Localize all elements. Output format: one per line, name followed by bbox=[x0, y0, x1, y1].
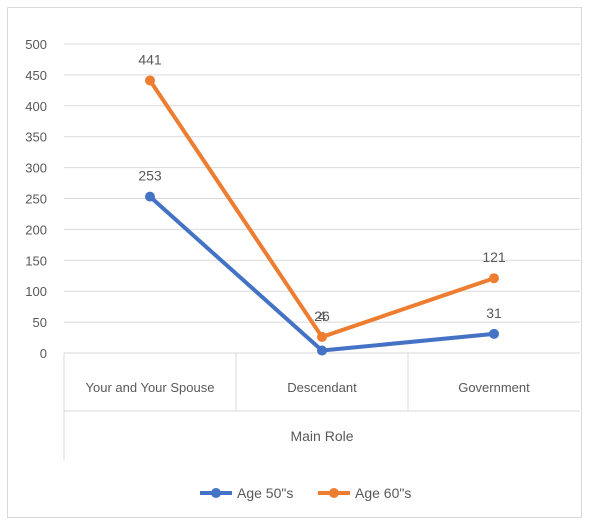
legend-marker bbox=[329, 488, 339, 498]
data-label: 121 bbox=[482, 249, 506, 265]
data-point bbox=[317, 345, 327, 356]
data-label: 31 bbox=[486, 305, 502, 321]
data-label: 4 bbox=[318, 308, 326, 324]
y-tick-label: 150 bbox=[25, 253, 47, 268]
legend-label: Age 50"s bbox=[237, 485, 293, 501]
data-labels: 253 4 31 441 26 121 bbox=[138, 51, 506, 324]
data-point bbox=[317, 331, 327, 342]
y-tick-label: 100 bbox=[25, 284, 47, 299]
y-tick-label: 500 bbox=[25, 37, 47, 52]
x-axis-category-table: Your and Your Spouse Descendant Government bbox=[63, 352, 580, 460]
y-tick-label: 400 bbox=[25, 99, 47, 114]
chart-border bbox=[7, 7, 582, 518]
y-tick-label: 50 bbox=[33, 315, 47, 330]
data-point bbox=[145, 191, 155, 202]
y-tick-label: 300 bbox=[25, 161, 47, 176]
data-point bbox=[489, 273, 499, 284]
x-tick-label: Government bbox=[458, 380, 530, 395]
y-tick-label: 0 bbox=[40, 346, 47, 361]
legend: Age 50"s Age 60"s bbox=[200, 485, 411, 501]
data-label: 441 bbox=[138, 51, 162, 67]
y-tick-label: 250 bbox=[25, 192, 47, 207]
y-tick-label: 450 bbox=[25, 68, 47, 83]
data-label: 26 bbox=[314, 308, 330, 324]
data-point bbox=[145, 75, 155, 86]
y-tick-label: 200 bbox=[25, 222, 47, 237]
legend-marker bbox=[211, 488, 221, 498]
legend-label: Age 60"s bbox=[355, 485, 411, 501]
y-tick-label: 350 bbox=[25, 130, 47, 145]
x-tick-label: Your and Your Spouse bbox=[86, 380, 215, 395]
x-tick-label: Descendant bbox=[287, 380, 357, 395]
data-label: 253 bbox=[138, 168, 162, 184]
y-axis-ticks: 0 50 100 150 200 250 300 350 400 450 500 bbox=[25, 37, 47, 361]
data-point bbox=[489, 328, 499, 339]
x-axis-title: Main Role bbox=[290, 428, 353, 444]
series-lines bbox=[145, 75, 499, 356]
